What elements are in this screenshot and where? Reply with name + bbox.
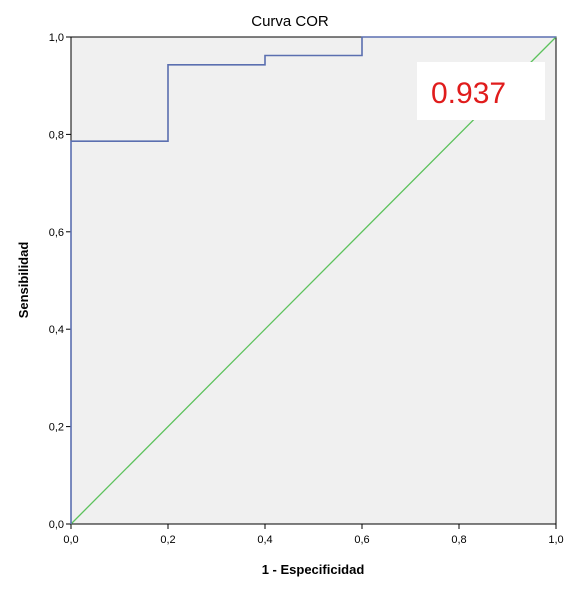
y-tick-label: 0,2 [49, 422, 64, 434]
y-axis-title: Sensibilidad [16, 242, 31, 319]
y-tick-label: 0,8 [49, 129, 64, 141]
auc-annotation: 0.937 [417, 62, 545, 120]
x-axis-title: 1 - Especificidad [262, 562, 365, 577]
auc-annotation-box [417, 62, 545, 120]
roc-curve-line [70, 36, 556, 524]
x-tick-label: 0,8 [451, 534, 466, 546]
y-tick-label: 1,0 [49, 32, 64, 44]
y-tick-label: 0,6 [49, 227, 64, 239]
y-axis: 0,0 0,2 0,4 0,6 0,8 1,0 [49, 32, 71, 531]
x-tick-label: 0,4 [257, 534, 272, 546]
chart-title: Curva COR [251, 13, 329, 30]
x-tick-label: 1,0 [548, 534, 563, 546]
x-tick-label: 0,6 [354, 534, 369, 546]
x-axis: 0,0 0,2 0,4 0,6 0,8 1,0 [63, 524, 564, 546]
x-tick-label: 0,0 [63, 534, 78, 546]
y-tick-label: 0,0 [49, 519, 64, 531]
y-tick-label: 0,4 [49, 324, 64, 336]
x-tick-label: 0,2 [160, 534, 175, 546]
auc-value-label: 0.937 [431, 77, 506, 110]
